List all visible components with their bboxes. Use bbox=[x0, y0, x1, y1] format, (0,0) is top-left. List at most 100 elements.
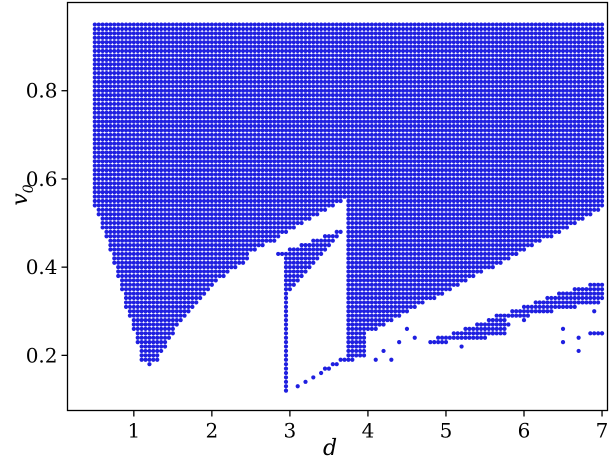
data-point bbox=[393, 269, 398, 274]
data-point bbox=[151, 291, 156, 296]
data-point bbox=[326, 163, 332, 168]
data-point bbox=[354, 128, 359, 133]
data-point bbox=[268, 168, 273, 173]
data-point bbox=[373, 304, 378, 309]
data-point bbox=[319, 238, 324, 243]
data-point bbox=[108, 132, 113, 137]
data-point bbox=[393, 101, 398, 107]
data-point bbox=[283, 370, 289, 376]
data-point bbox=[213, 106, 218, 111]
data-point bbox=[151, 335, 156, 340]
data-point bbox=[131, 181, 136, 186]
data-point bbox=[162, 172, 168, 177]
data-point bbox=[131, 137, 136, 142]
data-point bbox=[248, 48, 253, 54]
data-point bbox=[350, 141, 355, 146]
data-point bbox=[96, 93, 101, 98]
data-point bbox=[131, 273, 136, 279]
data-point bbox=[162, 79, 168, 84]
data-point bbox=[170, 220, 175, 226]
data-point bbox=[385, 168, 390, 173]
data-point bbox=[272, 154, 277, 159]
data-point bbox=[162, 265, 168, 270]
data-point bbox=[170, 93, 175, 98]
data-point bbox=[135, 247, 140, 252]
data-point bbox=[221, 242, 226, 248]
data-point bbox=[346, 229, 351, 234]
data-point bbox=[389, 273, 394, 279]
data-point bbox=[291, 22, 296, 27]
data-point bbox=[225, 229, 230, 234]
data-point bbox=[291, 119, 296, 124]
data-point bbox=[283, 172, 289, 177]
data-point bbox=[303, 106, 308, 111]
data-point bbox=[283, 331, 289, 336]
data-point bbox=[194, 282, 199, 287]
data-point bbox=[346, 278, 351, 283]
data-point bbox=[330, 198, 335, 204]
data-point bbox=[151, 93, 156, 98]
data-point bbox=[280, 66, 285, 71]
data-point bbox=[260, 159, 265, 164]
data-point bbox=[92, 110, 97, 115]
data-point bbox=[92, 203, 97, 208]
data-point bbox=[299, 57, 304, 62]
data-point bbox=[369, 238, 374, 243]
data-point bbox=[213, 190, 218, 195]
data-point bbox=[240, 115, 246, 120]
data-point bbox=[120, 84, 125, 89]
data-point bbox=[303, 97, 308, 102]
data-point bbox=[240, 154, 246, 159]
data-point bbox=[283, 388, 289, 393]
data-point bbox=[213, 229, 218, 234]
data-point bbox=[229, 110, 234, 115]
data-point bbox=[256, 79, 261, 84]
data-point bbox=[151, 322, 156, 327]
data-point bbox=[287, 185, 292, 190]
data-point bbox=[213, 93, 218, 98]
data-point bbox=[229, 93, 234, 98]
data-point bbox=[147, 225, 152, 230]
data-point bbox=[256, 84, 261, 89]
data-point bbox=[334, 176, 339, 182]
data-point bbox=[319, 132, 324, 137]
data-point bbox=[393, 260, 398, 265]
data-point bbox=[139, 106, 144, 111]
data-point bbox=[248, 115, 253, 120]
data-point bbox=[350, 269, 355, 274]
data-point bbox=[369, 40, 374, 45]
data-point bbox=[151, 309, 156, 314]
data-point bbox=[373, 251, 378, 257]
data-point bbox=[350, 313, 355, 318]
data-point bbox=[291, 278, 296, 283]
data-point bbox=[186, 185, 191, 190]
data-point bbox=[96, 168, 101, 173]
data-point bbox=[400, 251, 406, 257]
data-point bbox=[135, 313, 140, 318]
data-point bbox=[120, 203, 125, 208]
data-point bbox=[358, 309, 363, 314]
data-point bbox=[127, 300, 133, 305]
data-point bbox=[213, 242, 218, 248]
data-point bbox=[350, 168, 355, 173]
data-point bbox=[342, 97, 347, 102]
data-point bbox=[96, 57, 101, 62]
data-point bbox=[303, 123, 308, 129]
data-point bbox=[131, 203, 136, 208]
data-point bbox=[108, 22, 113, 27]
data-point bbox=[361, 163, 367, 168]
data-point bbox=[217, 84, 222, 89]
data-point bbox=[319, 242, 324, 248]
data-point bbox=[389, 269, 394, 274]
data-point bbox=[248, 123, 253, 129]
data-point bbox=[385, 317, 390, 323]
data-point bbox=[127, 145, 133, 151]
data-point bbox=[135, 256, 140, 261]
data-point bbox=[369, 190, 374, 195]
data-point bbox=[116, 53, 121, 58]
data-point bbox=[139, 88, 144, 93]
data-point bbox=[127, 119, 133, 124]
data-point bbox=[162, 181, 168, 186]
data-point bbox=[123, 278, 129, 283]
data-point bbox=[272, 93, 277, 98]
